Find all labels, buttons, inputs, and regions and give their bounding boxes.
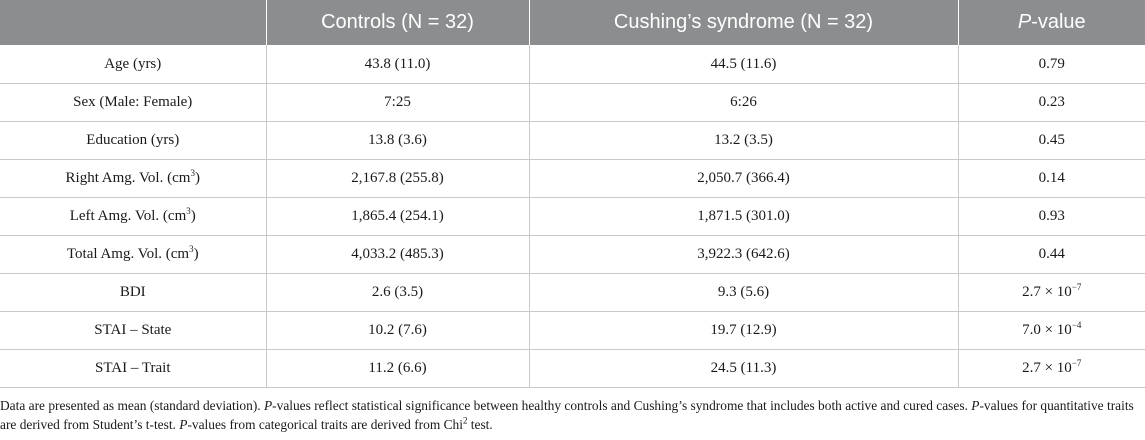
table-row: BDI 2.6 (3.5) 9.3 (5.6) 2.7 × 10−7 (0, 273, 1145, 312)
row-label-text: Left Amg. Vol. (cm (69, 208, 187, 224)
cushing-value: 13.2 (3.5) (529, 121, 959, 160)
row-label-sup: 3 (189, 244, 194, 254)
comparison-table: Controls (N = 32) Cushing’s syndrome (N … (0, 0, 1145, 388)
controls-value: 10.2 (7.6) (266, 311, 530, 350)
cushing-value: 24.5 (11.3) (529, 349, 959, 388)
p-value: 0.45 (958, 121, 1145, 160)
controls-value: 2.6 (3.5) (266, 273, 530, 312)
header-pvalue-p: P (1017, 11, 1032, 33)
footnote-p-italic: P (263, 398, 273, 413)
row-label-end: ) (193, 246, 199, 262)
table-row: Age (yrs) 43.8 (11.0) 44.5 (11.6) 0.79 (0, 45, 1145, 84)
p-value-exponent: −7 (1071, 358, 1082, 368)
row-label-end: ) (194, 170, 200, 186)
table-row: Sex (Male: Female) 7:25 6:26 0.23 (0, 83, 1145, 122)
table-row: Total Amg. Vol. (cm3) 4,033.2 (485.3) 3,… (0, 235, 1145, 274)
footnote-sentence-3: -values for quantitative traits are deri… (0, 398, 1134, 432)
table-body: Age (yrs) 43.8 (11.0) 44.5 (11.6) 0.79 S… (0, 45, 1145, 388)
row-label: BDI (0, 273, 267, 312)
table-row: Left Amg. Vol. (cm3) 1,865.4 (254.1) 1,8… (0, 197, 1145, 236)
p-value: 0.79 (958, 45, 1145, 84)
footnote-sentence-1: Data are presented as mean (standard dev… (0, 398, 264, 413)
controls-value: 2,167.8 (255.8) (266, 159, 530, 198)
footnote-sentence-2: -values reflect statistical significance… (272, 398, 972, 413)
controls-value: 7:25 (266, 83, 530, 122)
row-label-text: Right Amg. Vol. (cm (65, 170, 191, 186)
p-value: 2.7 × 10−7 (958, 273, 1145, 312)
table-row: Education (yrs) 13.8 (3.6) 13.2 (3.5) 0.… (0, 121, 1145, 160)
p-value-base: 2.7 × 10 (1022, 284, 1072, 300)
table-row: STAI – State 10.2 (7.6) 19.7 (12.9) 7.0 … (0, 311, 1145, 350)
row-label: Left Amg. Vol. (cm3) (0, 197, 267, 236)
controls-value: 1,865.4 (254.1) (266, 197, 530, 236)
footnote-p-italic: P (971, 398, 980, 413)
p-value-exponent: −4 (1071, 320, 1082, 330)
cushing-value: 2,050.7 (366.4) (529, 159, 959, 198)
controls-value: 13.8 (3.6) (266, 121, 530, 160)
row-label: STAI – Trait (0, 349, 267, 388)
p-value: 2.7 × 10−7 (958, 349, 1145, 388)
p-value: 0.93 (958, 197, 1145, 236)
cushing-value: 19.7 (12.9) (529, 311, 959, 350)
row-label-end: ) (190, 208, 196, 224)
header-cushing: Cushing’s syndrome (N = 32) (529, 0, 959, 45)
header-controls: Controls (N = 32) (266, 0, 530, 45)
p-value-exponent: −7 (1071, 282, 1082, 292)
cushing-value: 3,922.3 (642.6) (529, 235, 959, 274)
p-value-base: 7.0 × 10 (1022, 322, 1072, 338)
row-label-text: Total Amg. Vol. (cm (66, 246, 190, 262)
cushing-value: 9.3 (5.6) (529, 273, 959, 312)
data-table-container: Controls (N = 32) Cushing’s syndrome (N … (0, 0, 1145, 388)
header-pvalue-rest: -value (1031, 11, 1086, 33)
table-footnote: Data are presented as mean (standard dev… (0, 397, 1142, 434)
footnote-p-italic: P (179, 416, 188, 432)
header-empty-cell (0, 0, 267, 45)
table-row: STAI – Trait 11.2 (6.6) 24.5 (11.3) 2.7 … (0, 349, 1145, 388)
p-value: 0.44 (958, 235, 1145, 274)
p-value-base: 2.7 × 10 (1022, 360, 1072, 376)
row-label-sup: 3 (190, 168, 195, 178)
row-label: Total Amg. Vol. (cm3) (0, 235, 267, 274)
table-row: Right Amg. Vol. (cm3) 2,167.8 (255.8) 2,… (0, 159, 1145, 198)
row-label: Right Amg. Vol. (cm3) (0, 159, 267, 198)
controls-value: 4,033.2 (485.3) (266, 235, 530, 274)
row-label: STAI – State (0, 311, 267, 350)
p-value: 0.14 (958, 159, 1145, 198)
header-row: Controls (N = 32) Cushing’s syndrome (N … (0, 0, 1145, 45)
controls-value: 11.2 (6.6) (266, 349, 530, 388)
table-header: Controls (N = 32) Cushing’s syndrome (N … (0, 0, 1145, 45)
header-pvalue: P-value (958, 0, 1145, 45)
cushing-value: 1,871.5 (301.0) (529, 197, 959, 236)
footnote-sentence-5: test. (467, 416, 493, 432)
cushing-value: 44.5 (11.6) (529, 45, 959, 84)
row-label-sup: 3 (186, 206, 191, 216)
row-label: Sex (Male: Female) (0, 83, 267, 122)
p-value: 0.23 (958, 83, 1145, 122)
row-label: Education (yrs) (0, 121, 267, 160)
row-label: Age (yrs) (0, 45, 267, 84)
footnote-chi-sup: 2 (462, 415, 468, 426)
footnote-sentence-4: -values from categorical traits are deri… (187, 416, 463, 432)
cushing-value: 6:26 (529, 83, 959, 122)
p-value: 7.0 × 10−4 (958, 311, 1145, 350)
controls-value: 43.8 (11.0) (266, 45, 530, 84)
